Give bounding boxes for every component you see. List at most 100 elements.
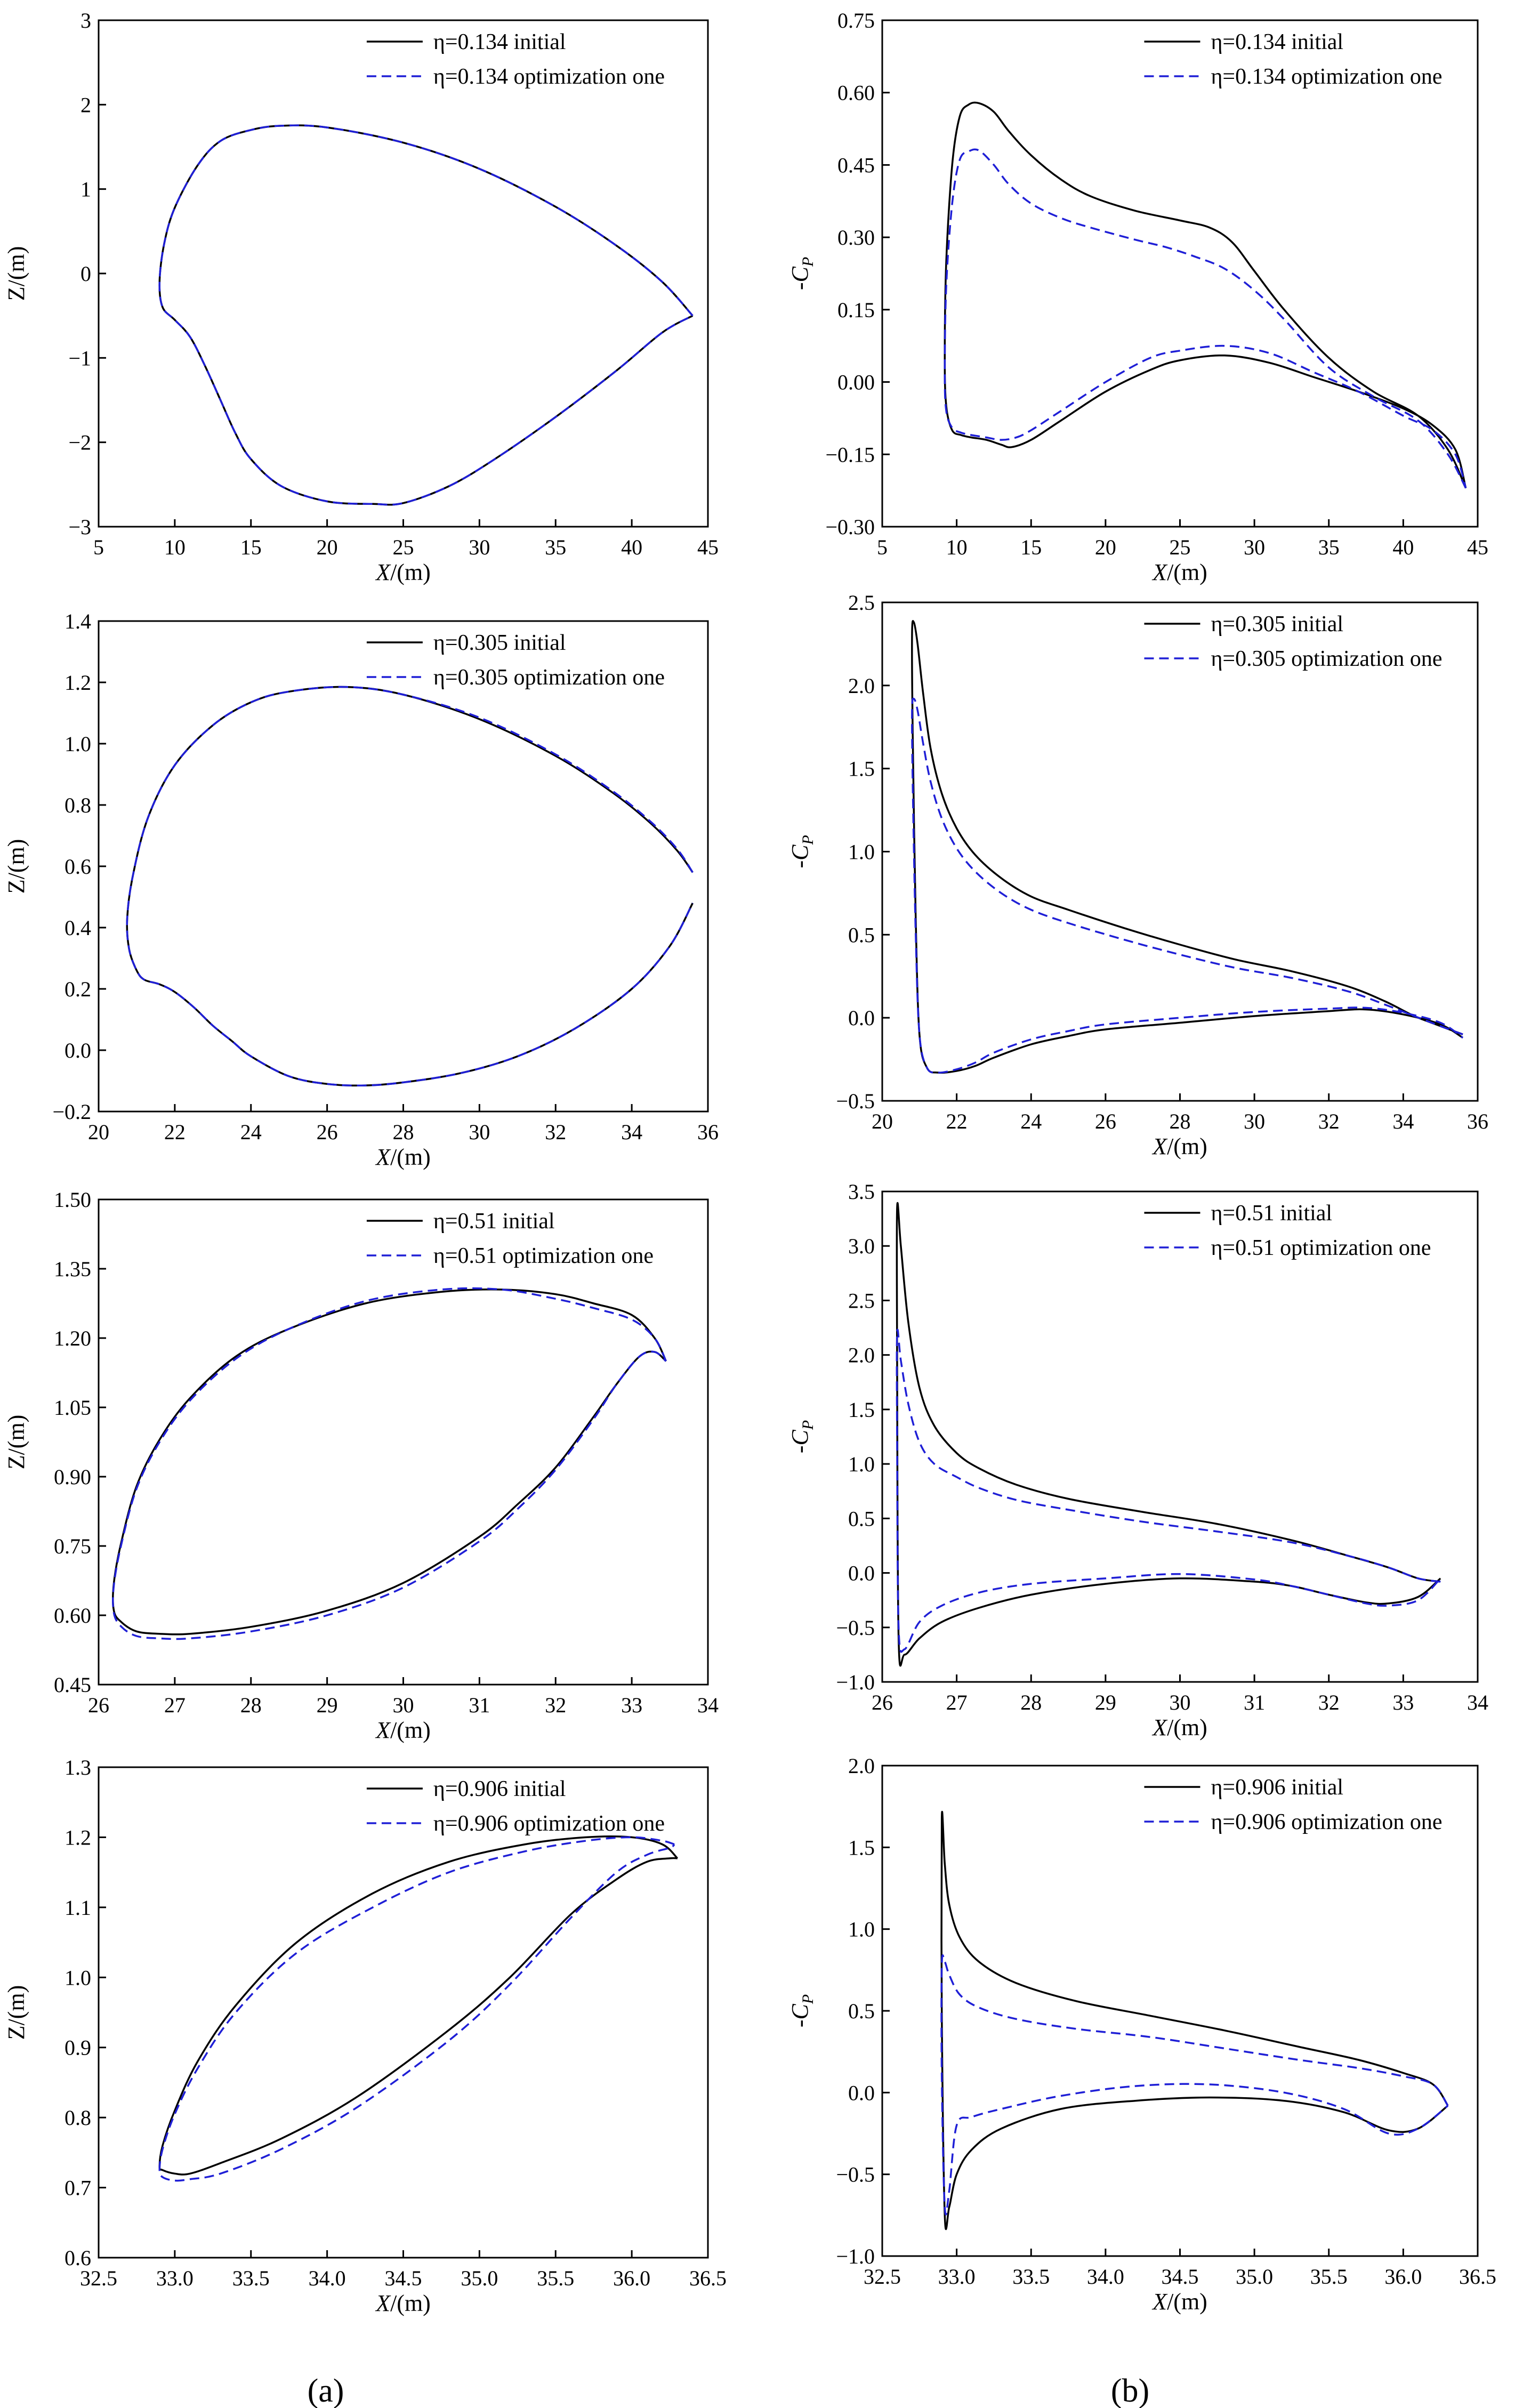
y-tick-label: 0	[80, 262, 91, 286]
x-tick-label: 20	[88, 1120, 109, 1144]
x-tick-label: 40	[1392, 535, 1414, 559]
x-tick-label: 45	[1467, 535, 1488, 559]
legend-label-optimized: η=0.134 optimization one	[433, 65, 665, 89]
x-axis-title-unit: /(m)	[1167, 559, 1207, 585]
x-tick-label: 15	[1020, 535, 1042, 559]
series-initial-line	[911, 620, 1464, 1074]
legend-label-optimized: η=0.906 optimization one	[1211, 1810, 1442, 1834]
x-tick-label: 15	[240, 535, 262, 559]
y-tick-label: −1.0	[836, 1670, 875, 1694]
y-axis-title-subscript: P	[799, 1994, 817, 2004]
y-tick-label: 1.2	[65, 1825, 91, 1849]
x-tick-label: 25	[393, 535, 414, 559]
y-tick-label: 0.60	[54, 1604, 91, 1628]
y-tick-label: 0.00	[837, 371, 875, 394]
x-axis-title-symbol: X	[375, 2290, 391, 2316]
x-tick-label: 30	[1170, 1690, 1191, 1714]
chart-a3: 26 27 28 29 30 31 32 33 34 0.45 0.60 0.75 0.90 1.05 1.…	[3, 1188, 719, 1743]
x-tick-label: 20	[317, 535, 338, 559]
series-optimized-line	[126, 686, 694, 1087]
x-tick-label: 28	[240, 1693, 262, 1717]
y-axis-title: -CP	[787, 257, 817, 290]
panel-label-a: (a)	[308, 2373, 344, 2408]
y-tick-label: 1.05	[54, 1396, 91, 1420]
x-tick-label: 5	[93, 535, 104, 559]
x-tick-label: 27	[164, 1693, 186, 1717]
x-tick-label: 36.5	[1459, 2265, 1496, 2289]
y-tick-label: 1.5	[848, 757, 875, 781]
x-tick-label: 35	[545, 535, 566, 559]
y-tick-label: 3.0	[848, 1234, 875, 1258]
x-axis-title-symbol: X	[1151, 1133, 1168, 1159]
y-tick-label: 1.0	[65, 732, 91, 756]
series-optimized-line	[158, 124, 694, 506]
x-tick-label: 34.5	[1162, 2265, 1199, 2289]
x-tick-label: 31	[469, 1693, 490, 1717]
x-axis-title: X/(m)	[375, 2290, 431, 2316]
chart-b4: 32.5 33.0 33.5 34.0 34.5 35.0 35.5 36.0 36.5 −1.0…	[787, 1754, 1496, 2315]
chart-b1: 5 10 15 20 25 30 35 40 45 −0.30 −0.15 0.00 0.15 0.30 0…	[787, 9, 1488, 585]
x-tick-label: 26	[317, 1120, 338, 1144]
y-tick-label: −0.5	[836, 1089, 875, 1113]
legend-label-optimized: η=0.51 optimization one	[1211, 1236, 1431, 1260]
x-tick-label: 24	[1020, 1109, 1042, 1133]
x-axis-title-symbol: X	[375, 1717, 391, 1743]
y-tick-label: 2	[80, 93, 91, 117]
x-tick-label: 32	[1318, 1690, 1340, 1714]
x-axis-title: X/(m)	[375, 1144, 431, 1170]
y-tick-label: 0.60	[837, 81, 875, 105]
x-tick-label: 22	[946, 1109, 968, 1133]
y-tick-label: 0.6	[65, 2246, 91, 2270]
x-tick-label: 33	[621, 1693, 642, 1717]
x-axis-title-symbol: X	[1151, 559, 1168, 585]
series-optimized-line	[911, 697, 1464, 1074]
x-axis-title: X/(m)	[375, 559, 431, 585]
y-axis-title-subscript: P	[799, 835, 817, 845]
series-optimized-line	[896, 1328, 1441, 1653]
chart-b3: 26 27 28 29 30 31 32 33 34 −1.0 −0.5 0.0 0.5 1.0 1.5 2.…	[787, 1180, 1488, 1741]
plot-frame	[98, 1766, 709, 2259]
legend-label-initial: η=0.906 initial	[1211, 1775, 1343, 1800]
x-tick-label: 35.0	[1236, 2265, 1273, 2289]
x-tick-label: 34	[621, 1120, 642, 1144]
plot-frame	[881, 1765, 1479, 2257]
y-tick-label: −0.5	[836, 1616, 875, 1640]
y-tick-label: 2.0	[848, 1754, 875, 1778]
chart-a1: 5 10 15 20 25 30 35 40 45 −3 −2 −1 0 1 2 3 X/(m) Z/(m) η=0…	[3, 9, 719, 585]
legend-label-optimized: η=0.134 optimization one	[1211, 65, 1442, 89]
plot-frame	[881, 19, 1479, 528]
x-tick-label: 30	[1244, 1109, 1265, 1133]
y-tick-label: 0.0	[848, 2081, 875, 2105]
x-axis-title-unit: /(m)	[390, 1717, 431, 1743]
series-optimized-line	[112, 1287, 667, 1640]
x-tick-label: 35.5	[1310, 2265, 1348, 2289]
y-axis-title: Z/(m)	[3, 1415, 29, 1470]
y-tick-label: 3	[80, 9, 91, 33]
y-tick-label: 0.5	[848, 1507, 875, 1531]
legend-label-initial: η=0.51 initial	[1211, 1201, 1332, 1226]
x-tick-label: 32.5	[864, 2265, 901, 2289]
legend-label-optimized: η=0.305 optimization one	[1211, 647, 1442, 671]
series-initial-line	[158, 124, 694, 506]
x-tick-label: 35	[1318, 535, 1340, 559]
plot-frame	[98, 19, 709, 528]
y-tick-label: 0.90	[54, 1465, 91, 1489]
x-tick-label: 29	[317, 1693, 338, 1717]
x-tick-label: 32.5	[80, 2266, 117, 2290]
y-tick-label: 1.0	[848, 1918, 875, 1942]
series-initial-line	[112, 1288, 667, 1636]
x-axis-title: X/(m)	[375, 1717, 431, 1743]
y-tick-label: −0.5	[836, 2163, 875, 2187]
y-tick-label: 2.5	[848, 1288, 875, 1312]
y-tick-label: −1	[68, 346, 91, 370]
y-tick-label: 1.5	[848, 1398, 875, 1422]
x-tick-label: 25	[1170, 535, 1191, 559]
y-tick-label: 0.2	[65, 977, 91, 1001]
y-tick-label: 0.0	[848, 1561, 875, 1585]
y-tick-label: 1.1	[65, 1896, 91, 1920]
x-axis-title-unit: /(m)	[1167, 1133, 1207, 1159]
x-tick-label: 33.0	[156, 2266, 194, 2290]
y-tick-label: −2	[68, 431, 91, 455]
legend-label-optimized: η=0.51 optimization one	[433, 1244, 654, 1268]
y-tick-label: 2.0	[848, 674, 875, 698]
